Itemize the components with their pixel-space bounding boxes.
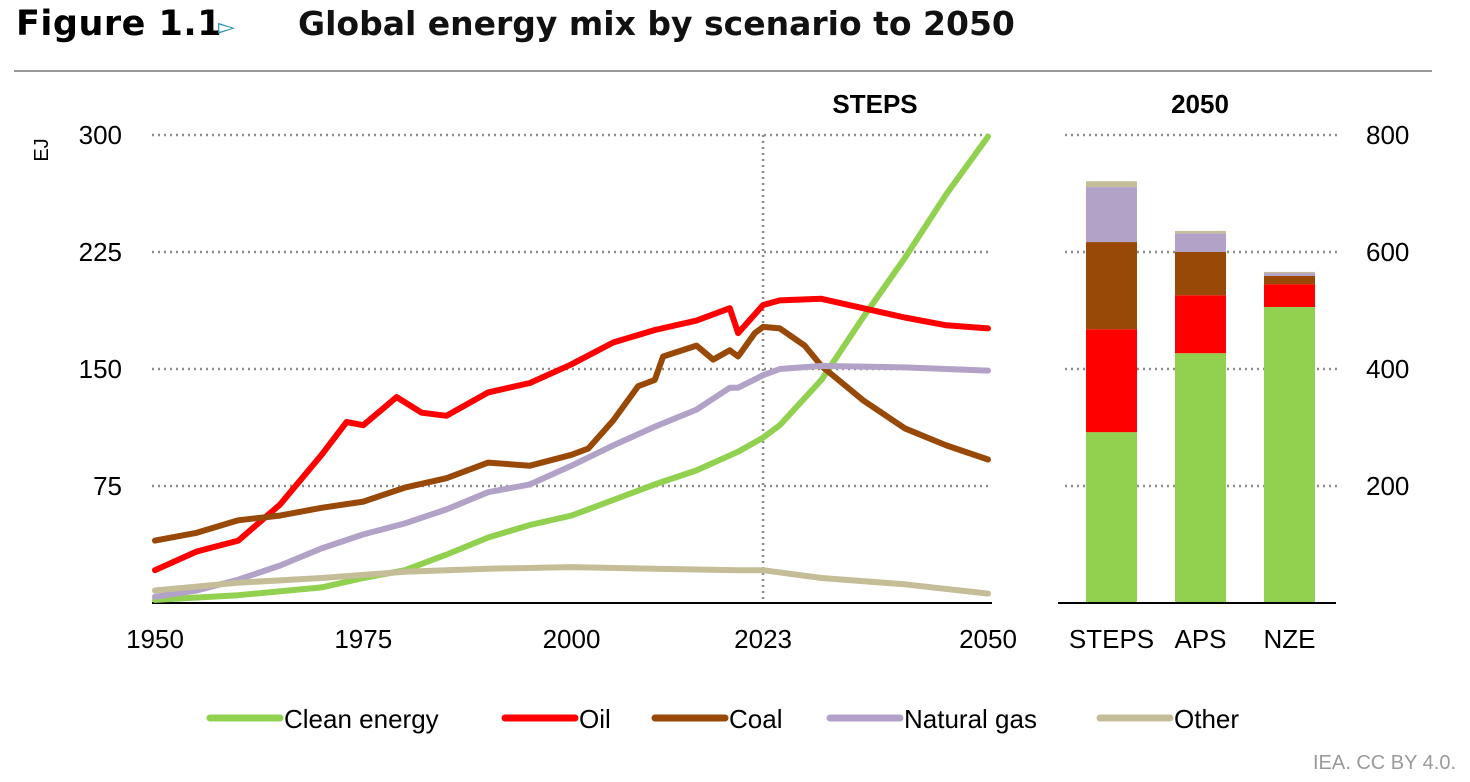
bar-nze-clean xyxy=(1264,306,1315,603)
bar-aps-other xyxy=(1175,230,1226,234)
right-y-tick-label: 800 xyxy=(1366,120,1409,150)
bar-aps-gas xyxy=(1175,233,1226,252)
right-y-tick-label: 400 xyxy=(1366,354,1409,384)
x-tick-label: 1950 xyxy=(126,624,184,654)
panel-title-2050: 2050 xyxy=(1171,89,1229,119)
series-line-gas xyxy=(152,362,991,600)
series-line-coal xyxy=(152,323,991,544)
bar-aps-clean xyxy=(1175,353,1226,603)
bar-nze-gas xyxy=(1264,273,1315,276)
panel-title-steps: STEPS xyxy=(832,89,917,119)
legend-label-oil: Oil xyxy=(579,704,611,734)
right-y-tick-label: 600 xyxy=(1366,237,1409,267)
figure-label: Figure 1.1 xyxy=(16,4,223,44)
bar-aps-oil xyxy=(1175,295,1226,354)
bar-nze-coal xyxy=(1264,275,1315,285)
triangle-right-icon: ▻ xyxy=(218,14,235,39)
bar-steps-coal xyxy=(1086,242,1137,330)
bar-category-label: APS xyxy=(1174,624,1226,654)
chart-title: Global energy mix by scenario to 2050 xyxy=(298,4,1015,43)
bar-steps-other xyxy=(1086,181,1137,188)
x-tick-label: 2023 xyxy=(734,624,792,654)
legend-label-clean: Clean energy xyxy=(284,704,439,734)
y-tick-label: 75 xyxy=(93,471,122,501)
y-tick-label: 150 xyxy=(79,354,122,384)
series-line-oil xyxy=(152,295,991,574)
x-tick-label: 1975 xyxy=(334,624,392,654)
title-divider xyxy=(14,70,1432,72)
y-tick-label: 300 xyxy=(79,120,122,150)
credit: IEA. CC BY 4.0. xyxy=(1312,752,1456,774)
right-y-tick-label: 200 xyxy=(1366,471,1409,501)
bar-aps-coal xyxy=(1175,252,1226,296)
x-tick-label: 2050 xyxy=(959,624,1017,654)
x-tick-label: 2000 xyxy=(543,624,601,654)
y-axis-label: EJ xyxy=(31,138,53,161)
bar-category-label: NZE xyxy=(1264,624,1316,654)
bar-category-label: STEPS xyxy=(1069,624,1154,654)
bar-steps-oil xyxy=(1086,329,1137,433)
legend-label-other: Other xyxy=(1174,704,1239,734)
y-tick-label: 225 xyxy=(79,237,122,267)
bar-nze-other xyxy=(1264,271,1315,274)
bar-nze-oil xyxy=(1264,284,1315,307)
series-line-other xyxy=(152,564,991,597)
bar-steps-clean xyxy=(1086,432,1137,603)
legend-label-gas: Natural gas xyxy=(904,704,1037,734)
legend-label-coal: Coal xyxy=(729,704,782,734)
bar-steps-gas xyxy=(1086,187,1137,243)
